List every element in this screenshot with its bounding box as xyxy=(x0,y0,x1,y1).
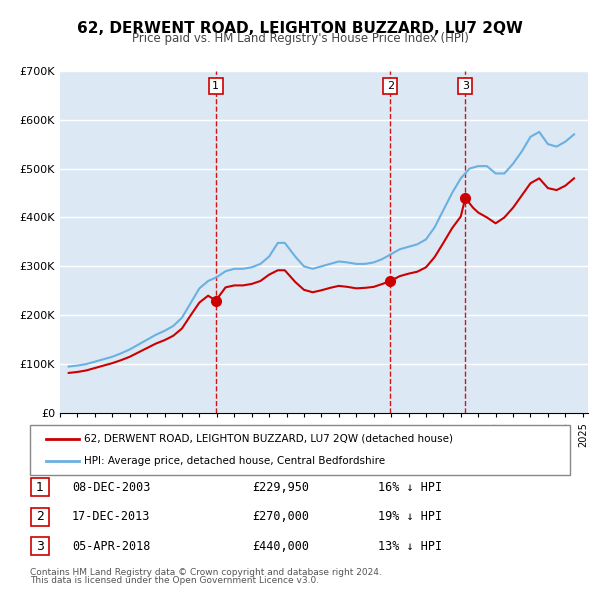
Text: 1: 1 xyxy=(36,481,44,494)
Text: 62, DERWENT ROAD, LEIGHTON BUZZARD, LU7 2QW: 62, DERWENT ROAD, LEIGHTON BUZZARD, LU7 … xyxy=(77,21,523,35)
Text: 17-DEC-2013: 17-DEC-2013 xyxy=(72,510,151,523)
Text: 2: 2 xyxy=(387,81,394,91)
FancyBboxPatch shape xyxy=(31,478,49,496)
Text: 08-DEC-2003: 08-DEC-2003 xyxy=(72,481,151,494)
Text: 13% ↓ HPI: 13% ↓ HPI xyxy=(378,540,442,553)
Text: Contains HM Land Registry data © Crown copyright and database right 2024.: Contains HM Land Registry data © Crown c… xyxy=(30,568,382,577)
Text: 2: 2 xyxy=(36,510,44,523)
Text: This data is licensed under the Open Government Licence v3.0.: This data is licensed under the Open Gov… xyxy=(30,576,319,585)
FancyBboxPatch shape xyxy=(30,425,570,475)
Text: 62, DERWENT ROAD, LEIGHTON BUZZARD, LU7 2QW (detached house): 62, DERWENT ROAD, LEIGHTON BUZZARD, LU7 … xyxy=(84,434,453,444)
Text: £270,000: £270,000 xyxy=(252,510,309,523)
Text: 16% ↓ HPI: 16% ↓ HPI xyxy=(378,481,442,494)
Text: 1: 1 xyxy=(212,81,219,91)
FancyBboxPatch shape xyxy=(31,537,49,555)
Text: Price paid vs. HM Land Registry's House Price Index (HPI): Price paid vs. HM Land Registry's House … xyxy=(131,32,469,45)
Text: 3: 3 xyxy=(36,540,44,553)
Text: 05-APR-2018: 05-APR-2018 xyxy=(72,540,151,553)
Text: £229,950: £229,950 xyxy=(252,481,309,494)
Text: 3: 3 xyxy=(462,81,469,91)
FancyBboxPatch shape xyxy=(31,508,49,526)
Text: HPI: Average price, detached house, Central Bedfordshire: HPI: Average price, detached house, Cent… xyxy=(84,456,385,466)
Text: £440,000: £440,000 xyxy=(252,540,309,553)
Text: 19% ↓ HPI: 19% ↓ HPI xyxy=(378,510,442,523)
